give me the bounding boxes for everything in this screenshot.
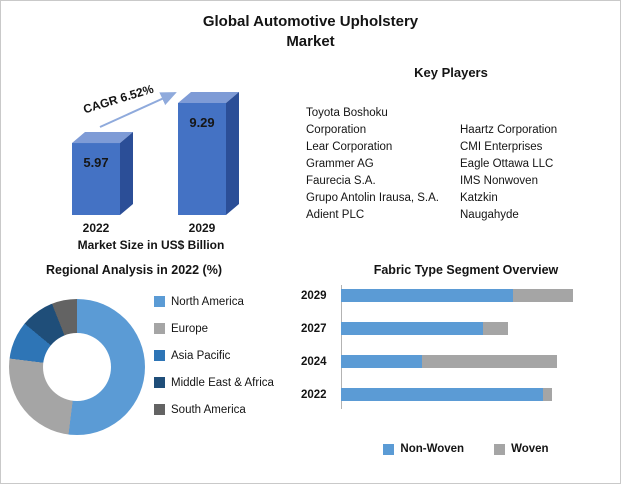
fabric-legend-label: Non-Woven — [400, 443, 465, 455]
fabric-year-label: 2022 — [301, 388, 327, 401]
fabric-row: 2024 — [301, 355, 573, 368]
fabric-row: 2027 — [301, 322, 573, 335]
page-title: Global Automotive Upholstery Market — [202, 13, 419, 51]
fabric-bar-segment-woven — [512, 289, 573, 302]
svg-text:5.97: 5.97 — [83, 155, 108, 170]
fabric-bar-segment-woven — [482, 322, 509, 335]
fabric-bar-track — [341, 322, 573, 335]
fabric-axis-line — [341, 285, 342, 409]
regional-legend-item: Asia Pacific — [154, 349, 274, 363]
fabric-bar-segment-non-woven — [341, 289, 513, 302]
fabric-bar-track — [341, 355, 573, 368]
key-player: Faurecia S.A. — [306, 175, 376, 187]
fabric-legend-swatch — [383, 443, 395, 455]
key-player: Toyota Boshoku Corporation — [306, 107, 388, 136]
key-player: IMS Nonwoven — [460, 175, 538, 187]
regional-legend-item: South America — [154, 403, 274, 417]
fabric-year-label: 2024 — [301, 355, 327, 368]
svg-text:2029: 2029 — [189, 221, 216, 235]
fabric-row: 2029 — [301, 289, 573, 302]
key-player: Lear Corporation — [306, 141, 393, 153]
fabric-bar-segment-woven — [542, 388, 553, 401]
key-player: Katzkin — [460, 192, 498, 204]
regional-legend-label: Europe — [171, 323, 209, 335]
donut-hole — [43, 333, 111, 401]
fabric-bar-track — [341, 388, 573, 401]
regional-legend-swatch — [154, 296, 165, 307]
fabric-legend-item: Woven — [494, 442, 549, 456]
fabric-bar-segment-non-woven — [341, 388, 543, 401]
key-players-column-2: Haartz Corporation CMI Enterprises Eagle… — [460, 105, 602, 224]
regional-legend-swatch — [154, 350, 165, 361]
key-player: Naugahyde — [460, 209, 519, 221]
regional-legend-item: North America — [154, 295, 274, 309]
fabric-legend-swatch — [494, 443, 506, 455]
key-player: Grupo Antolin Irausa, S.A. — [306, 192, 439, 204]
regional-legend-label: North America — [171, 296, 244, 308]
regional-legend-item: Middle East & Africa — [154, 376, 274, 390]
regional-legend-label: Asia Pacific — [171, 350, 231, 362]
key-player: Haartz Corporation — [460, 124, 558, 136]
fabric-bar-segment-woven — [422, 355, 557, 368]
fabric-segment-heading: Fabric Type Segment Overview — [373, 263, 559, 277]
fabric-bar-segment-non-woven — [341, 355, 423, 368]
svg-text:9.29: 9.29 — [189, 115, 214, 130]
key-player: Grammer AG — [306, 158, 374, 170]
key-players-column-1: Toyota Boshoku Corporation Lear Corporat… — [306, 105, 446, 224]
fabric-chart: 2029 2027 2024 2022 — [301, 289, 573, 421]
key-players-list: Toyota Boshoku Corporation Lear Corporat… — [306, 105, 602, 224]
regional-legend-item: Europe — [154, 322, 274, 336]
regional-legend-label: South America — [171, 404, 246, 416]
key-players-heading: Key Players — [414, 65, 488, 80]
regional-legend-label: Middle East & Africa — [171, 377, 274, 389]
svg-text:2022: 2022 — [83, 221, 110, 235]
key-player: Eagle Ottawa LLC — [460, 158, 554, 170]
market-size-chart-svg: 5.97 2022 9.29 2029 — [72, 92, 239, 235]
regional-legend: North America Europe Asia Pacific Middle… — [154, 295, 274, 417]
market-axis-label: Market Size in US$ Billion — [77, 238, 225, 252]
regional-legend-swatch — [154, 377, 165, 388]
fabric-bar-segment-non-woven — [341, 322, 483, 335]
fabric-legend: Non-Woven Woven — [331, 442, 601, 456]
fabric-bar-track — [341, 289, 573, 302]
market-size-chart: 5.97 2022 9.29 2029 CAGR 6.52% Market Size … — [26, 65, 276, 265]
key-player: CMI Enterprises — [460, 141, 543, 153]
regional-analysis-heading: Regional Analysis in 2022 (%) — [46, 263, 222, 277]
regional-legend-swatch — [154, 323, 165, 334]
fabric-legend-item: Non-Woven — [383, 442, 464, 456]
fabric-row: 2022 — [301, 388, 573, 401]
regional-legend-swatch — [154, 404, 165, 415]
fabric-year-label: 2027 — [301, 322, 327, 335]
key-player: Adient PLC — [306, 209, 365, 221]
regional-donut — [9, 299, 145, 435]
fabric-legend-label: Woven — [511, 443, 549, 455]
fabric-year-label: 2029 — [301, 289, 327, 302]
